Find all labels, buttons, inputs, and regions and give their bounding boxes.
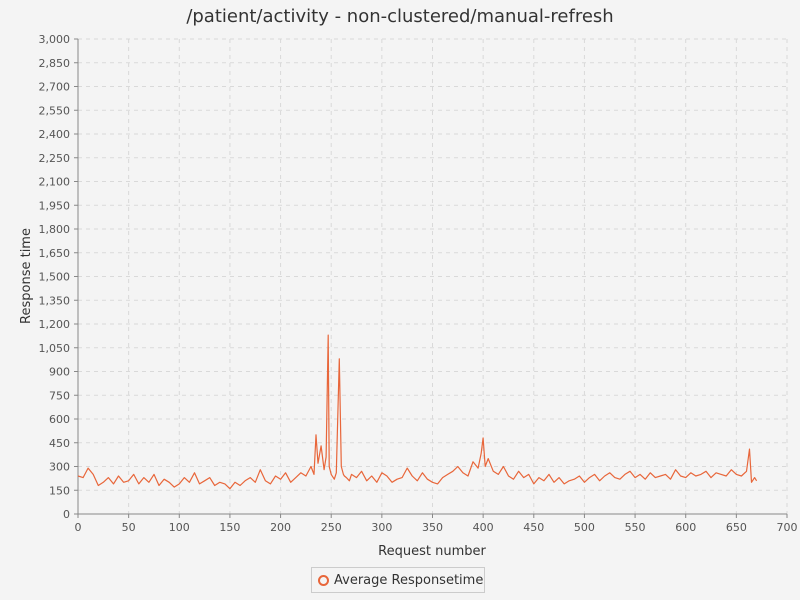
x-tick-label: 400 bbox=[473, 521, 494, 534]
x-axis-ticks: 0 50 100 150 200 250 300 350 400 450 500 550 600 650 7… bbox=[75, 514, 798, 534]
y-tick-label: 2,550 bbox=[39, 104, 71, 117]
y-tick-label: 0 bbox=[63, 508, 70, 521]
y-tick-label: 1,050 bbox=[39, 342, 71, 355]
x-tick-label: 550 bbox=[625, 521, 646, 534]
x-tick-label: 250 bbox=[321, 521, 342, 534]
y-tick-label: 750 bbox=[49, 389, 70, 402]
x-tick-label: 150 bbox=[219, 521, 240, 534]
x-tick-label: 500 bbox=[574, 521, 595, 534]
x-tick-label: 600 bbox=[675, 521, 696, 534]
y-tick-label: 1,950 bbox=[39, 199, 71, 212]
series-layer bbox=[77, 334, 758, 490]
y-tick-label: 300 bbox=[49, 461, 70, 474]
y-tick-label: 1,650 bbox=[39, 247, 71, 260]
y-tick-label: 600 bbox=[49, 413, 70, 426]
x-tick-label: 650 bbox=[726, 521, 747, 534]
y-tick-label: 3,000 bbox=[39, 33, 71, 46]
x-axis-title: Request number bbox=[378, 544, 486, 559]
y-axis-ticks: 0 150 300 450 600 750 900 1,050 1,200 1,350 1,500 1… bbox=[39, 33, 78, 521]
y-tick-label: 450 bbox=[49, 437, 70, 450]
y-tick-label: 1,500 bbox=[39, 271, 71, 284]
legend-marker-icon bbox=[318, 574, 329, 586]
y-tick-label: 2,700 bbox=[39, 81, 71, 94]
x-tick-label: 0 bbox=[75, 521, 82, 534]
y-tick-label: 2,100 bbox=[39, 176, 71, 189]
x-tick-label: 300 bbox=[371, 521, 392, 534]
y-tick-label: 1,350 bbox=[39, 294, 71, 307]
y-tick-label: 2,400 bbox=[39, 128, 71, 141]
x-tick-label: 350 bbox=[422, 521, 443, 534]
chart-title: /patient/activity - non-clustered/manual… bbox=[186, 6, 614, 27]
y-tick-label: 900 bbox=[49, 366, 70, 379]
x-tick-label: 450 bbox=[523, 521, 544, 534]
y-tick-label: 150 bbox=[49, 484, 70, 497]
series-line-average-responsetime bbox=[77, 334, 758, 490]
legend: Average Responsetime bbox=[311, 567, 485, 593]
grid-lines bbox=[78, 38, 788, 514]
x-tick-label: 100 bbox=[169, 521, 190, 534]
y-tick-label: 2,250 bbox=[39, 152, 71, 165]
y-tick-label: 2,850 bbox=[39, 57, 71, 70]
x-tick-label: 700 bbox=[777, 521, 798, 534]
y-tick-label: 1,800 bbox=[39, 223, 71, 236]
x-tick-label: 50 bbox=[122, 521, 136, 534]
legend-label: Average Responsetime bbox=[334, 572, 484, 588]
y-axis-title: Response time bbox=[19, 228, 34, 324]
x-tick-label: 200 bbox=[270, 521, 291, 534]
y-tick-label: 1,200 bbox=[39, 318, 71, 331]
